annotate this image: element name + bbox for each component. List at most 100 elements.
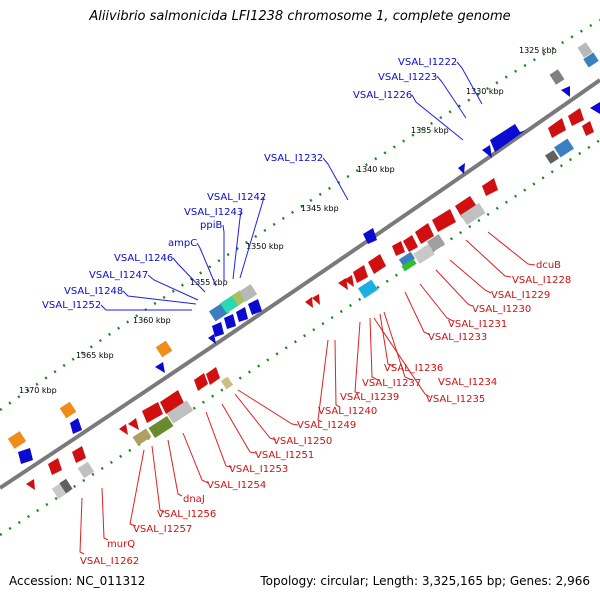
gene-arrow	[119, 424, 128, 435]
forward-leader-lines	[100, 61, 483, 311]
gene-arrow	[18, 448, 33, 464]
gene-label: VSAL_I1232	[264, 153, 323, 164]
chromosome-backbone	[0, 78, 600, 490]
gene-box	[583, 52, 599, 68]
gene-arrow	[344, 275, 354, 287]
gene-arrow	[212, 322, 224, 337]
gene-arrow	[561, 86, 570, 97]
gene-box	[413, 244, 435, 264]
gene-label: dcuB	[536, 260, 561, 271]
gene-box	[59, 478, 73, 494]
genome-map: 1325 kbp 1330 kbp 1335 kbp 1340 kbp 1345…	[0, 18, 600, 567]
gene-box	[155, 340, 173, 358]
gene-arrow	[490, 124, 526, 152]
gene-label: dnaJ	[183, 494, 205, 505]
gene-arrow	[248, 299, 262, 315]
accession-info: Accession: NC_011312	[9, 574, 146, 588]
gene-label: VSAL_I1252	[42, 300, 101, 311]
gene-label: VSAL_I1249	[297, 420, 356, 431]
gene-arrow	[353, 265, 368, 283]
gene-label: VSAL_I1233	[428, 332, 487, 343]
gene-arrow	[142, 402, 163, 423]
gene-label: VSAL_I1251	[255, 450, 314, 461]
gene-label: VSAL_I1247	[89, 270, 148, 281]
tick-label: 1340 kbp	[357, 165, 395, 174]
gene-label: murQ	[107, 539, 135, 550]
reverse-features	[26, 108, 594, 499]
tick-label: 1345 kbp	[301, 204, 339, 213]
gene-arrow	[48, 458, 62, 475]
gene-arrow	[208, 334, 216, 344]
forward-features	[7, 42, 600, 464]
tick-label: 1350 kbp	[246, 242, 284, 251]
tick-label: 1360 kbp	[133, 316, 171, 325]
gene-label: VSAL_I1254	[207, 480, 266, 491]
gene-box	[358, 279, 378, 299]
gene-box	[220, 376, 234, 390]
gene-label: VSAL_I1228	[512, 275, 571, 286]
tick-label: 1365 kbp	[76, 351, 114, 360]
gene-arrow	[548, 118, 566, 138]
forward-gene-labels: VSAL_I1222 VSAL_I1223 VSAL_I1226 VSAL_I1…	[42, 57, 457, 311]
reverse-leader-lines	[79, 231, 536, 555]
tick-labels: 1325 kbp 1330 kbp 1335 kbp 1340 kbp 1345…	[19, 46, 557, 395]
gene-arrow	[432, 209, 456, 232]
gene-arrow	[458, 163, 465, 174]
gene-box	[545, 150, 559, 164]
gene-arrow	[236, 307, 248, 322]
gene-label: VSAL_I1248	[64, 286, 123, 297]
gene-label: VSAL_I1253	[229, 464, 288, 475]
gene-arrow	[312, 294, 320, 305]
gene-label: VSAL_I1230	[472, 304, 531, 315]
gene-label: VSAL_I1237	[362, 378, 421, 389]
gene-label: VSAL_I1240	[318, 406, 377, 417]
gene-arrow	[582, 121, 594, 136]
gene-arrow	[590, 102, 600, 114]
gene-arrow	[305, 297, 313, 308]
gene-box	[238, 284, 258, 302]
gene-label: VSAL_I1223	[378, 72, 437, 83]
genome-summary: Topology: circular; Length: 3,325,165 bp…	[260, 574, 590, 588]
gene-box	[59, 401, 77, 419]
gene-box	[549, 69, 565, 85]
gene-box	[426, 234, 446, 252]
gene-box	[554, 138, 574, 158]
gene-box	[148, 415, 174, 439]
gene-label: VSAL_I1235	[426, 394, 485, 405]
gene-label: VSAL_I1236	[384, 363, 443, 374]
tick-label: 1330 kbp	[466, 87, 504, 96]
gene-label: ampC	[168, 238, 197, 249]
gene-arrow	[72, 446, 86, 463]
gene-label: VSAL_I1242	[207, 192, 266, 203]
gene-label: VSAL_I1239	[340, 392, 399, 403]
gene-box	[132, 428, 152, 446]
gene-label: ppiB	[200, 220, 222, 231]
gene-label: VSAL_I1256	[157, 509, 216, 520]
gene-label: VSAL_I1231	[448, 319, 507, 330]
gene-arrow	[194, 373, 208, 391]
gene-arrow	[206, 367, 220, 385]
tick-label: 1355 kbp	[190, 278, 228, 287]
gene-arrow	[70, 418, 82, 434]
tick-label: 1335 kbp	[411, 126, 449, 135]
gene-label: VSAL_I1250	[273, 436, 332, 447]
gene-arrow	[160, 390, 184, 414]
gene-label: VSAL_I1257	[133, 524, 192, 535]
tick-label: 1325 kbp	[519, 46, 557, 55]
gene-arrow	[363, 228, 377, 244]
map-title: Aliivibrio salmonicida LFI1238 chromosom…	[89, 9, 511, 24]
gene-arrow	[155, 362, 165, 373]
gene-arrow	[403, 235, 418, 252]
gene-box	[398, 251, 416, 267]
gene-box	[401, 258, 417, 272]
tick-label: 1370 kbp	[19, 386, 57, 395]
inner-dotted-line	[0, 138, 600, 537]
gene-box	[577, 42, 593, 58]
gene-label: VSAL_I1246	[114, 253, 173, 264]
gene-label: VSAL_I1234	[438, 377, 497, 388]
gene-label: VSAL_I1229	[491, 290, 550, 301]
gene-box	[460, 202, 486, 226]
gene-arrow	[128, 418, 139, 430]
gene-box	[7, 431, 27, 449]
gene-box	[77, 461, 95, 479]
